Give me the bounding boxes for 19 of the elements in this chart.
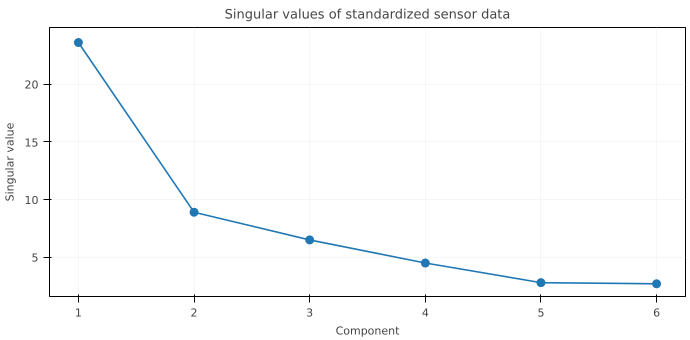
point xyxy=(305,235,314,244)
y-tick-label: 15 xyxy=(24,136,39,150)
point xyxy=(190,208,199,217)
x-tick-label: 5 xyxy=(537,306,544,320)
y-tick-label: 5 xyxy=(32,252,38,265)
point xyxy=(74,38,83,47)
point xyxy=(536,278,546,288)
point xyxy=(420,258,430,268)
y-tick-label: 10 xyxy=(24,194,39,208)
x-tick-label: 1 xyxy=(74,306,82,320)
x-tick-label: 6 xyxy=(653,306,660,320)
chart-title: Singular values of standardized sensor data xyxy=(224,8,510,22)
y-axis-title: Singular value xyxy=(4,122,17,202)
x-tick-label: 2 xyxy=(190,306,198,320)
point xyxy=(652,279,662,288)
y-tick-label: 20 xyxy=(24,78,39,92)
x-tick-label: 3 xyxy=(306,306,314,320)
x-tick-label: 4 xyxy=(422,306,429,320)
x-axis-title: Component xyxy=(336,324,400,338)
